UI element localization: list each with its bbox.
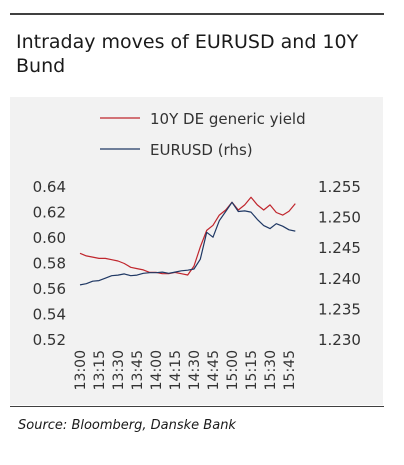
right-tick-label: 1.245	[318, 239, 361, 257]
x-tick-label: 14:15	[168, 350, 184, 390]
left-axis: 0.64 0.62 0.60 0.58 0.56 0.54 0.52	[33, 178, 66, 349]
left-tick-label: 0.64	[33, 178, 66, 196]
top-rule	[10, 13, 384, 15]
series-line-yield	[79, 196, 296, 276]
left-tick-label: 0.56	[33, 280, 66, 298]
x-tick-label: 15:15	[244, 350, 260, 390]
series-line-eurusd	[79, 201, 296, 286]
right-axis: 1.255 1.250 1.245 1.240 1.235 1.230	[318, 178, 361, 349]
x-tick-label: 13:00	[73, 350, 89, 390]
left-tick-label: 0.60	[33, 229, 66, 247]
x-tick-label: 15:45	[282, 350, 298, 390]
chart-title: Intraday moves of EURUSD and 10Y Bund	[16, 31, 359, 77]
x-tick-label: 14:45	[206, 350, 222, 390]
legend: 10Y DE generic yield EURUSD (rhs)	[100, 110, 306, 159]
x-axis: 13:00 13:15 13:30 13:45 14:00 14:15 14:30 14:45…	[73, 350, 298, 390]
left-tick-label: 0.62	[33, 204, 66, 222]
x-tick-label: 13:45	[130, 350, 146, 390]
right-tick-label: 1.255	[318, 178, 361, 196]
plot-background	[10, 97, 383, 405]
source-note: Source: Bloomberg, Danske Bank	[18, 418, 236, 433]
right-tick-label: 1.235	[318, 300, 361, 318]
right-tick-label: 1.230	[318, 331, 361, 349]
series-lines	[79, 196, 296, 286]
left-tick-label: 0.58	[33, 255, 66, 273]
legend-label-eurusd: EURUSD (rhs)	[150, 141, 253, 159]
x-tick-label: 14:30	[187, 350, 203, 390]
x-tick-label: 13:30	[111, 350, 127, 390]
x-tick-label: 14:00	[149, 350, 165, 390]
x-tick-label: 15:00	[225, 350, 241, 390]
legend-label-yield: 10Y DE generic yield	[150, 110, 306, 128]
x-tick-label: 15:30	[263, 350, 279, 390]
x-tick-label: 13:15	[92, 350, 108, 390]
right-tick-label: 1.240	[318, 270, 361, 288]
right-tick-label: 1.250	[318, 209, 361, 227]
left-tick-label: 0.52	[33, 331, 66, 349]
left-tick-label: 0.54	[33, 306, 66, 324]
bottom-rule	[10, 406, 384, 407]
